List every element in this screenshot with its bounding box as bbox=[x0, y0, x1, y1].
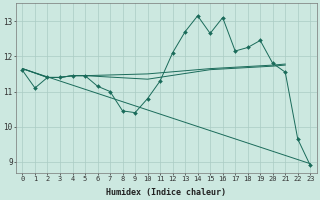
X-axis label: Humidex (Indice chaleur): Humidex (Indice chaleur) bbox=[106, 188, 226, 197]
